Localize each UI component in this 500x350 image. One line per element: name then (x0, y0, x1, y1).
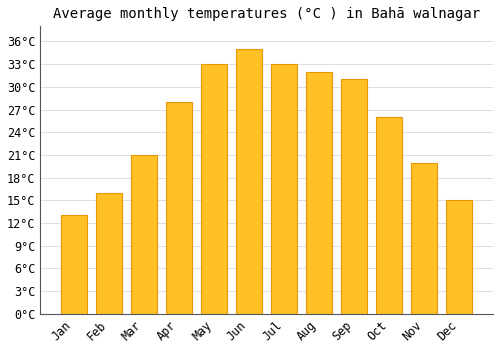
Bar (411, 162, 438, 314)
Bar (166, 102, 192, 314)
Bar (131, 155, 157, 314)
Bar (341, 79, 367, 314)
Bar (236, 49, 262, 314)
Bar (306, 72, 332, 314)
Bar (376, 117, 402, 314)
Bar (201, 64, 228, 314)
Bar (61, 216, 87, 314)
Title: Average monthly temperatures (°C ) in Bahā walnagar: Average monthly temperatures (°C ) in Ba… (53, 7, 480, 21)
Bar (96, 193, 122, 314)
Bar (271, 64, 297, 314)
Bar (446, 200, 472, 314)
